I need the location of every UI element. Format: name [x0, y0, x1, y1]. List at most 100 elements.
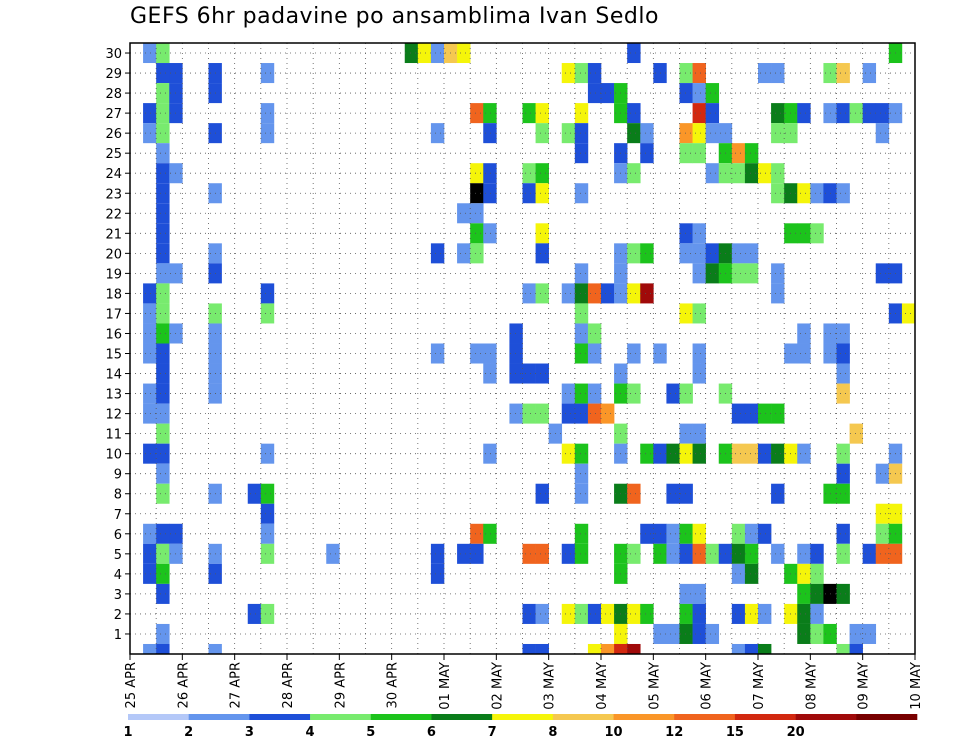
colorbar-label: 8 [548, 725, 557, 740]
heatmap-cell [522, 643, 536, 654]
heatmap-cell [470, 523, 484, 544]
heatmap-cell [587, 643, 602, 654]
heatmap-cell [705, 243, 720, 264]
heatmap-cell [758, 163, 772, 184]
heatmap-cell [522, 363, 536, 384]
heatmap-cell [260, 523, 275, 544]
heatmap-cell [692, 523, 706, 544]
heatmap-cell [640, 443, 654, 464]
heatmap-cell [731, 523, 746, 544]
colorbar-swatch [431, 714, 493, 720]
heatmap-cell [417, 43, 432, 64]
heatmap-cell [666, 443, 680, 464]
heatmap-cell [260, 283, 275, 304]
heatmap-cell [156, 203, 170, 224]
heatmap-cell [156, 463, 170, 484]
colorbar-swatch [370, 714, 432, 720]
heatmap-cell [483, 523, 497, 544]
heatmap-cell [731, 603, 746, 624]
heatmap-cell [522, 163, 536, 184]
heatmap-cell [692, 63, 706, 84]
heatmap-cell [758, 443, 772, 464]
heatmap-cell [587, 63, 602, 84]
heatmap-cell [156, 83, 170, 104]
heatmap-cell [627, 343, 641, 364]
heatmap-cell [705, 263, 720, 284]
y-tick-label: 1 [114, 628, 122, 643]
heatmap-cell [509, 403, 523, 424]
heatmap-cell [143, 443, 157, 464]
heatmap-cell [875, 103, 890, 124]
heatmap-cell [247, 603, 262, 624]
heatmap-cell [836, 583, 850, 604]
heatmap-cell [561, 383, 576, 404]
y-tick-label: 4 [114, 568, 122, 583]
heatmap-cell [522, 103, 536, 124]
heatmap-cell [574, 143, 589, 164]
heatmap-cell [535, 403, 549, 424]
x-tick-label: 09 MAY [857, 662, 872, 710]
heatmap-cell [470, 223, 484, 244]
x-tick-label: 28 APR [281, 662, 296, 708]
x-tick-label: 26 APR [176, 662, 191, 708]
grid-lines [130, 43, 915, 654]
colorbar-swatch [674, 714, 736, 720]
y-tick-label: 8 [114, 488, 122, 503]
heatmap-cell [679, 303, 693, 324]
heatmap-cell [535, 483, 549, 504]
heatmap-cell [156, 403, 170, 424]
heatmap-cell [836, 323, 850, 344]
heatmap-cell [797, 343, 811, 364]
colorbar-label: 1 [123, 725, 132, 740]
heatmap-cell [574, 403, 589, 424]
heatmap-cell [627, 103, 641, 124]
heatmap-cell [457, 243, 471, 264]
heatmap-cell [640, 123, 654, 144]
heatmap-cell [692, 223, 706, 244]
heatmap-cell [601, 603, 615, 624]
heatmap-cell [574, 123, 589, 144]
y-tick-label: 22 [105, 207, 122, 222]
heatmap-cell [143, 383, 157, 404]
heatmap-cell [574, 523, 589, 544]
heatmap-cell [457, 543, 471, 564]
heatmap-cell [522, 283, 536, 304]
heatmap-cell [836, 63, 850, 84]
colorbar-label: 10 [604, 725, 622, 740]
heatmap-cell [535, 123, 549, 144]
heatmap-cell [692, 263, 706, 284]
y-tick-label: 23 [105, 187, 122, 202]
x-tick-label: 05 MAY [647, 662, 662, 710]
heatmap-cell [470, 343, 484, 364]
heatmap-cell [758, 603, 772, 624]
heatmap-cell [836, 643, 850, 654]
heatmap-cell [574, 383, 589, 404]
heatmap-cell [692, 623, 706, 644]
heatmap-cell [862, 63, 877, 84]
heatmap-cell [679, 63, 693, 84]
heatmap-cell [143, 43, 157, 64]
heatmap-cell [143, 303, 157, 324]
heatmap-cell [535, 643, 549, 654]
heatmap-cell [574, 463, 589, 484]
colorbar-swatch [188, 714, 250, 720]
heatmap-cell [156, 143, 170, 164]
y-tick-label: 3 [114, 588, 122, 603]
y-tick-label: 6 [114, 528, 122, 543]
heatmap-cell [810, 563, 824, 584]
heatmap-cell [156, 583, 170, 604]
heatmap-cell [535, 243, 549, 264]
heatmap-cell [771, 263, 785, 284]
x-tick-label: 07 MAY [752, 662, 767, 710]
y-tick-label: 12 [105, 408, 122, 423]
heatmap-cell [156, 103, 170, 124]
y-tick-label: 30 [105, 47, 122, 62]
heatmap-cell [470, 163, 484, 184]
heatmap-cell [771, 283, 785, 304]
chart-title: GEFS 6hr padavine po ansamblima Ivan Sed… [130, 4, 659, 29]
heatmap-cell [771, 443, 785, 464]
heatmap-cell [156, 363, 170, 384]
heatmap-cell [849, 643, 863, 654]
heatmap-cell [561, 403, 576, 424]
heatmap-cell [758, 63, 772, 84]
